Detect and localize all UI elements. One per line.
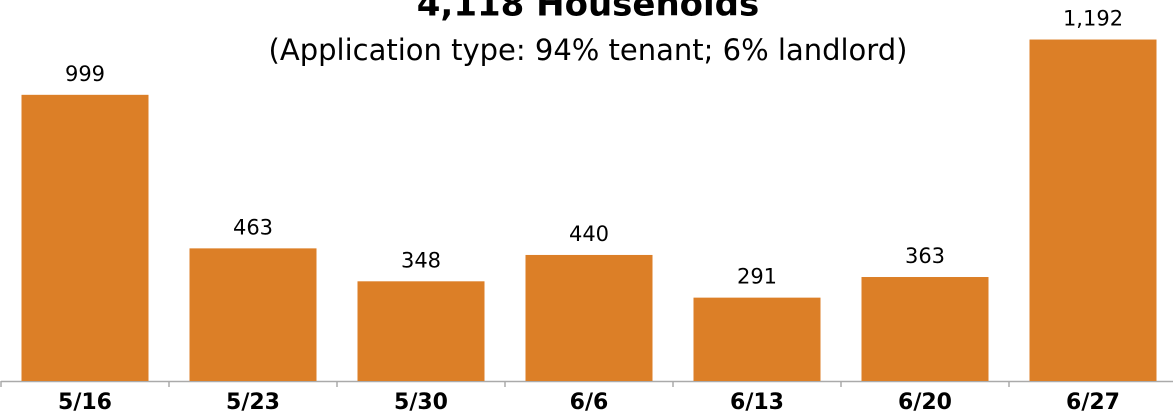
x-tick-label: 5/23 [226, 390, 280, 415]
value-label: 291 [737, 265, 777, 289]
bar [189, 248, 317, 381]
bar [357, 281, 485, 381]
x-tick-label: 6/6 [570, 390, 609, 415]
value-label: 348 [401, 248, 441, 272]
value-label: 440 [569, 222, 609, 246]
bar [693, 297, 821, 381]
bar [525, 254, 653, 381]
bar [1029, 39, 1157, 382]
value-label: 1,192 [1063, 7, 1123, 31]
value-label: 463 [233, 215, 273, 239]
x-tick-label: 6/27 [1066, 390, 1120, 415]
x-tick-label: 5/16 [58, 390, 112, 415]
x-tick-label: 5/30 [394, 390, 448, 415]
chart-title: 4,118 Households [417, 0, 760, 25]
chart-subtitle: (Application type: 94% tenant; 6% landlo… [269, 33, 908, 67]
x-tick-label: 6/13 [730, 390, 784, 415]
x-tick-label: 6/20 [898, 390, 952, 415]
value-label: 999 [65, 62, 105, 86]
bar [21, 94, 149, 381]
value-label: 363 [905, 244, 945, 268]
bar [861, 277, 989, 381]
